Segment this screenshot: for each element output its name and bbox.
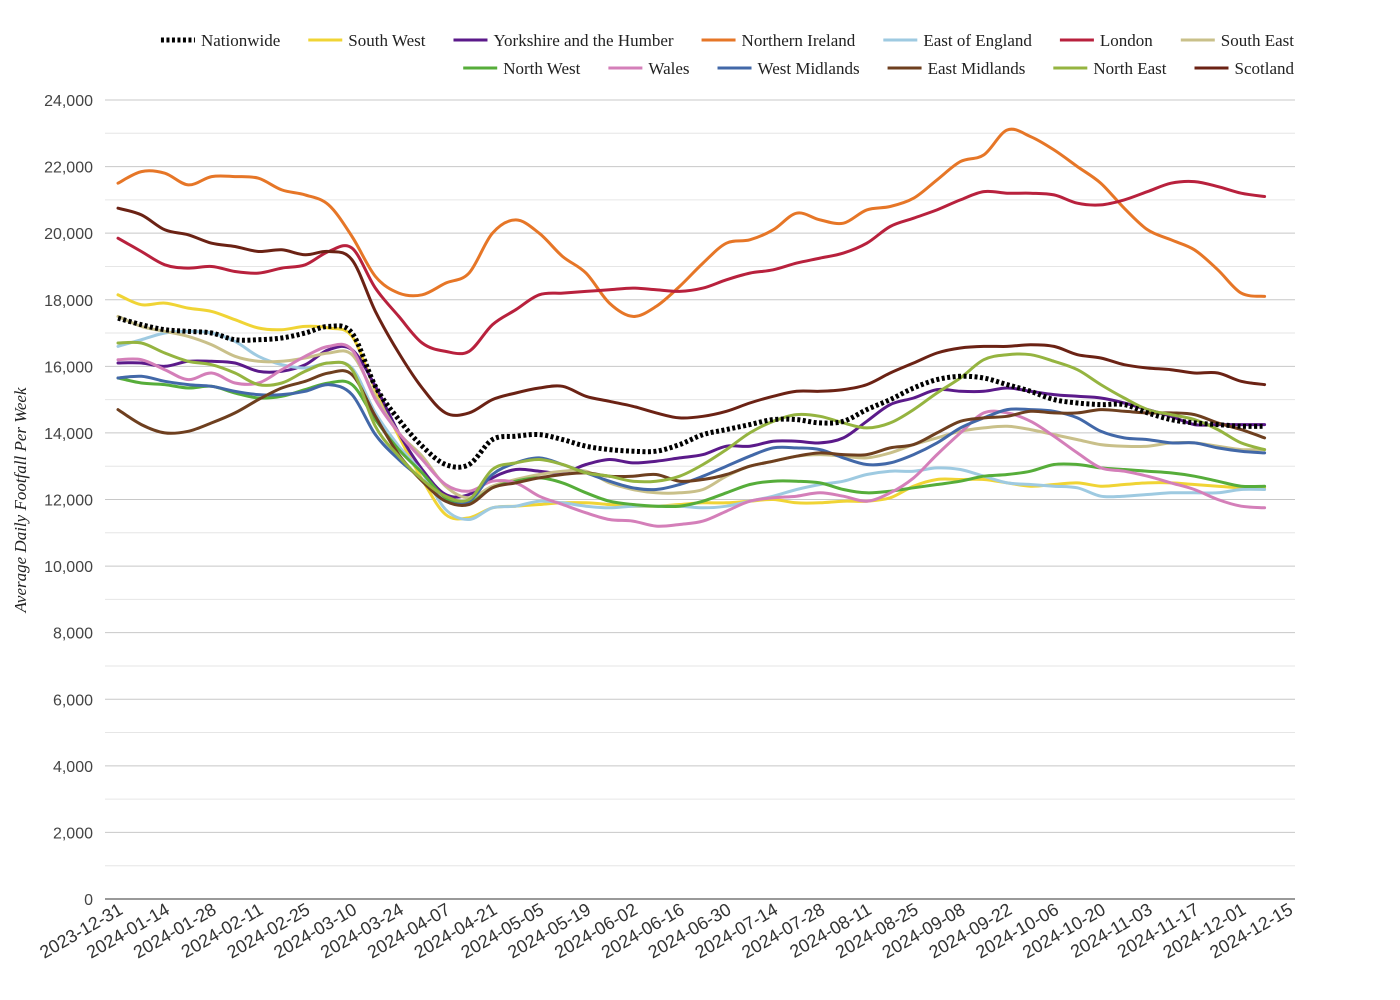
- legend-item-south-west: South West: [308, 31, 426, 50]
- y-tick-label: 12,000: [44, 493, 93, 510]
- legend-item-east-midlands: East Midlands: [887, 59, 1026, 78]
- y-tick-label: 20,000: [44, 226, 93, 243]
- legend-item-north-east: North East: [1053, 59, 1167, 78]
- legend-label: Nationwide: [201, 31, 280, 50]
- legend-item-south-east: South East: [1180, 31, 1294, 50]
- y-tick-label: 8,000: [53, 626, 93, 643]
- legend-item-east-of-england: East of England: [883, 31, 1032, 50]
- legend-item-yorkshire-and-the-humber: Yorkshire and the Humber: [453, 31, 674, 50]
- legend-label: Northern Ireland: [742, 31, 856, 50]
- series-line-wales: [116, 342, 1267, 528]
- legend-label: South West: [348, 31, 425, 50]
- series-line-northern-ireland: [116, 127, 1267, 318]
- y-tick-label: 22,000: [44, 160, 93, 177]
- series-line-south-east: [116, 314, 1267, 500]
- series-lines: [116, 127, 1267, 528]
- y-tick-label: 18,000: [44, 293, 93, 310]
- series-line-east-of-england: [116, 329, 1267, 522]
- series-line-scotland: [116, 206, 1267, 420]
- legend-item-scotland: Scotland: [1194, 59, 1295, 78]
- series-line-east-midlands: [116, 369, 1267, 507]
- legend-label: North East: [1093, 59, 1166, 78]
- legend-item-north-west: North West: [463, 59, 581, 78]
- series-line-nationwide: [117, 315, 1265, 470]
- legend-label: West Midlands: [758, 59, 860, 78]
- series-line-north-east: [116, 340, 1267, 503]
- legend-label: North West: [503, 59, 580, 78]
- series-line-north-west: [116, 376, 1267, 509]
- y-tick-label: 14,000: [44, 426, 93, 443]
- y-tick-label: 24,000: [44, 93, 93, 110]
- series-line-yorkshire-and-the-humber: [116, 344, 1267, 499]
- grid-lines: [105, 99, 1295, 867]
- legend-label: East of England: [923, 31, 1032, 50]
- y-tick-label: 4,000: [53, 759, 93, 776]
- legend-label: Scotland: [1235, 59, 1295, 78]
- legend-item-northern-ireland: Northern Ireland: [701, 31, 856, 50]
- legend-item-london: London: [1059, 31, 1153, 50]
- legend-item-nationwide: Nationwide: [160, 31, 280, 50]
- legend-label: Wales: [648, 59, 689, 78]
- legend-item-wales: Wales: [608, 59, 690, 78]
- legend-label: South East: [1221, 31, 1294, 50]
- legend-item-west-midlands: West Midlands: [717, 59, 860, 78]
- legend-label: East Midlands: [928, 59, 1026, 78]
- y-tick-label: 16,000: [44, 359, 93, 376]
- y-axis-ticks: 0 2,000 4,000 6,000 8,000 10,000 12,000 14,000 1…: [44, 93, 93, 909]
- y-tick-label: 10,000: [44, 559, 93, 576]
- legend-label: London: [1100, 31, 1153, 50]
- legend: Nationwide South West Yorkshire and the Hu…: [160, 31, 1295, 78]
- x-axis-ticks: 2023-12-312024-01-142024-01-282024-02-11…: [36, 899, 1296, 962]
- series-line-south-west: [116, 293, 1267, 521]
- y-tick-label: 2,000: [53, 825, 93, 842]
- y-tick-label: 6,000: [53, 692, 93, 709]
- y-tick-label: 0: [84, 892, 93, 909]
- legend-label: Yorkshire and the Humber: [493, 31, 673, 50]
- series-line-london: [116, 179, 1267, 356]
- y-axis-label: Average Daily Footfall Per Week: [11, 387, 30, 613]
